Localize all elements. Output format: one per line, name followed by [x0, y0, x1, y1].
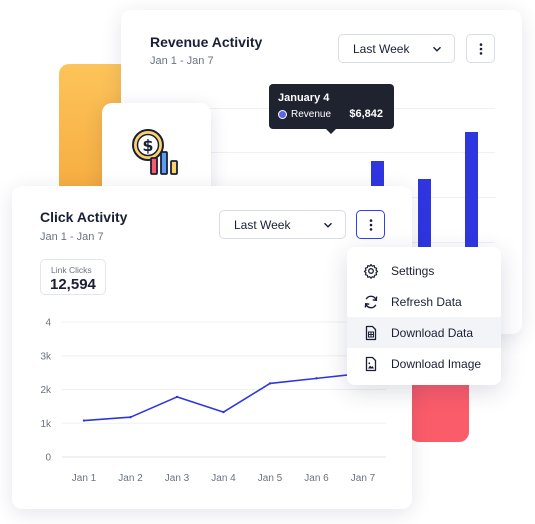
series-marker-icon	[278, 110, 287, 119]
x-tick-label: Jan 5	[258, 473, 283, 484]
x-tick-label: Jan 6	[304, 473, 329, 484]
grid-line	[150, 152, 495, 153]
tooltip-series: Revenue	[291, 109, 332, 120]
data-point[interactable]	[268, 382, 272, 385]
revenue-range-select[interactable]: Last Week	[338, 34, 455, 63]
data-point[interactable]	[129, 415, 132, 419]
data-point[interactable]	[175, 395, 179, 399]
click-activity-card: Click Activity Jan 1 - Jan 7 Last Week	[12, 186, 412, 509]
data-point[interactable]	[315, 377, 318, 380]
y-tick-label: 3k	[40, 351, 52, 362]
x-tick-label: Jan 3	[165, 473, 190, 484]
chevron-down-icon	[433, 46, 441, 52]
menu-item-refresh-data[interactable]: Refresh Data	[347, 286, 501, 317]
refresh-icon	[363, 294, 379, 310]
menu-item-download-data[interactable]: Download Data	[347, 317, 501, 348]
click-date-range: Jan 1 - Jan 7	[40, 231, 104, 243]
revenue-date-range: Jan 1 - Jan 7	[150, 55, 214, 67]
x-tick-label: Jan 1	[72, 473, 97, 484]
x-tick-label: Jan 4	[211, 473, 236, 484]
tooltip-date: January 4	[278, 92, 330, 104]
revenue-chart-icon: $	[132, 129, 178, 175]
gear-icon	[363, 263, 379, 279]
stat-value: 12,594	[50, 276, 96, 293]
stat-label: Link Clicks	[51, 265, 92, 275]
spreadsheet-icon	[363, 325, 379, 341]
menu-item-label: Settings	[391, 263, 435, 278]
revenue-tooltip: January 4 Revenue $6,842	[269, 84, 394, 129]
menu-item-label: Refresh Data	[391, 294, 462, 309]
x-tick-label: Jan 7	[351, 473, 376, 484]
y-tick-label: 2k	[40, 385, 52, 396]
tooltip-arrow	[326, 129, 336, 134]
click-title: Click Activity	[40, 209, 128, 225]
click-more-button[interactable]	[356, 210, 385, 239]
revenue-title: Revenue Activity	[150, 34, 263, 50]
more-vertical-icon	[479, 42, 482, 55]
revenue-more-button[interactable]	[466, 34, 495, 63]
menu-item-label: Download Data	[391, 325, 474, 340]
series-line	[83, 372, 364, 422]
y-tick-label: 0	[45, 453, 51, 464]
image-file-icon	[363, 356, 379, 372]
y-tick-label: 4	[45, 318, 51, 329]
click-range-value: Last Week	[234, 217, 291, 232]
chevron-down-icon	[324, 222, 332, 228]
chart-options-menu: Settings Refresh Data Download Data Down…	[347, 247, 501, 385]
tooltip-value: $6,842	[349, 108, 383, 120]
data-point[interactable]	[222, 410, 225, 414]
link-clicks-stat: Link Clicks 12,594	[40, 259, 106, 295]
y-tick-label: 1k	[40, 419, 52, 430]
menu-item-download-image[interactable]: Download Image	[347, 348, 501, 379]
revenue-range-value: Last Week	[353, 41, 410, 56]
more-vertical-icon	[369, 218, 372, 231]
svg-text:$: $	[142, 136, 153, 155]
data-point[interactable]	[82, 419, 86, 422]
menu-item-settings[interactable]: Settings	[347, 255, 501, 286]
menu-item-label: Download Image	[391, 356, 482, 371]
finance-icon-tile: $	[102, 103, 211, 199]
click-range-select[interactable]: Last Week	[219, 210, 346, 239]
x-tick-label: Jan 2	[118, 473, 143, 484]
